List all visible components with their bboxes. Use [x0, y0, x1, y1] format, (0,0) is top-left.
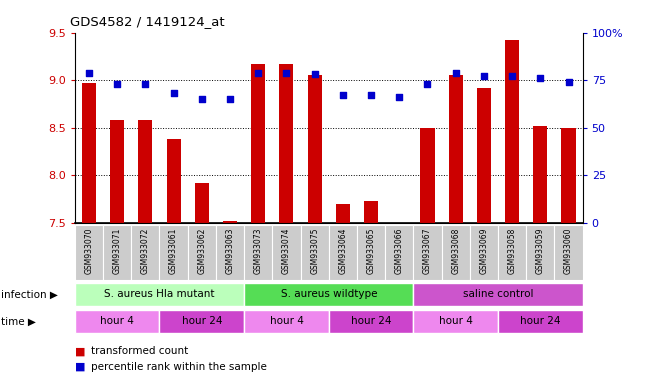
Point — [281, 70, 292, 76]
Point — [507, 73, 518, 79]
Bar — [413, 310, 498, 333]
Bar — [103, 225, 132, 280]
Bar — [75, 225, 103, 280]
Point — [338, 92, 348, 98]
Text: hour 4: hour 4 — [270, 316, 303, 326]
Text: GSM933067: GSM933067 — [423, 227, 432, 274]
Bar — [223, 221, 237, 223]
Bar — [449, 75, 463, 223]
Text: S. aureus wildtype: S. aureus wildtype — [281, 289, 377, 299]
Point — [84, 70, 94, 76]
Bar — [413, 225, 441, 280]
Text: infection ▶: infection ▶ — [1, 290, 58, 300]
Text: hour 24: hour 24 — [182, 316, 222, 326]
Bar — [307, 75, 322, 223]
Point — [535, 75, 546, 81]
Text: GSM933062: GSM933062 — [197, 227, 206, 274]
Bar — [561, 128, 575, 223]
Bar — [159, 310, 244, 333]
Point — [112, 81, 122, 87]
Text: GSM933064: GSM933064 — [339, 227, 348, 274]
Point — [422, 81, 433, 87]
Bar — [329, 225, 357, 280]
Bar — [132, 225, 159, 280]
Text: GSM933075: GSM933075 — [310, 227, 319, 274]
Bar — [421, 128, 435, 223]
Text: percentile rank within the sample: percentile rank within the sample — [91, 362, 267, 372]
Bar — [364, 201, 378, 223]
Bar — [357, 225, 385, 280]
Bar — [555, 225, 583, 280]
Bar — [75, 283, 244, 306]
Bar — [82, 83, 96, 223]
Text: GSM933070: GSM933070 — [85, 227, 94, 274]
Text: GSM933073: GSM933073 — [254, 227, 263, 274]
Text: transformed count: transformed count — [91, 346, 188, 356]
Point — [253, 70, 264, 76]
Text: GSM933061: GSM933061 — [169, 227, 178, 274]
Text: GDS4582 / 1419124_at: GDS4582 / 1419124_at — [70, 15, 225, 28]
Point — [366, 92, 376, 98]
Bar — [470, 225, 498, 280]
Point — [309, 71, 320, 78]
Bar — [167, 139, 181, 223]
Bar — [477, 88, 491, 223]
Point — [450, 70, 461, 76]
Text: GSM933065: GSM933065 — [367, 227, 376, 274]
Bar — [159, 225, 187, 280]
Point — [563, 79, 574, 85]
Bar — [139, 120, 152, 223]
Text: GSM933068: GSM933068 — [451, 227, 460, 274]
Text: S. aureus Hla mutant: S. aureus Hla mutant — [104, 289, 215, 299]
Point — [140, 81, 150, 87]
Text: GSM933074: GSM933074 — [282, 227, 291, 274]
Bar — [75, 310, 159, 333]
Bar — [441, 225, 470, 280]
Text: time ▶: time ▶ — [1, 316, 36, 327]
Bar — [110, 120, 124, 223]
Text: GSM933058: GSM933058 — [508, 227, 517, 274]
Bar — [413, 283, 583, 306]
Text: hour 24: hour 24 — [520, 316, 561, 326]
Bar — [385, 225, 413, 280]
Bar — [498, 225, 526, 280]
Bar — [244, 225, 272, 280]
Bar — [244, 310, 329, 333]
Text: GSM933059: GSM933059 — [536, 227, 545, 274]
Bar — [279, 64, 294, 223]
Point — [197, 96, 207, 102]
Bar — [329, 310, 413, 333]
Text: GSM933060: GSM933060 — [564, 227, 573, 274]
Text: ■: ■ — [75, 346, 85, 356]
Text: hour 4: hour 4 — [100, 316, 134, 326]
Text: GSM933072: GSM933072 — [141, 227, 150, 274]
Bar — [533, 126, 547, 223]
Bar — [195, 183, 209, 223]
Text: saline control: saline control — [463, 289, 533, 299]
Text: hour 24: hour 24 — [351, 316, 391, 326]
Point — [394, 94, 404, 100]
Point — [225, 96, 235, 102]
Bar — [336, 204, 350, 223]
Text: GSM933069: GSM933069 — [479, 227, 488, 274]
Bar — [301, 225, 329, 280]
Bar — [244, 283, 413, 306]
Bar — [187, 225, 216, 280]
Bar — [251, 64, 266, 223]
Text: hour 4: hour 4 — [439, 316, 473, 326]
Text: ■: ■ — [75, 362, 85, 372]
Point — [169, 90, 179, 96]
Text: GSM933063: GSM933063 — [225, 227, 234, 274]
Bar — [526, 225, 555, 280]
Bar — [216, 225, 244, 280]
Text: GSM933066: GSM933066 — [395, 227, 404, 274]
Text: GSM933071: GSM933071 — [113, 227, 122, 274]
Bar — [505, 40, 519, 223]
Bar — [498, 310, 583, 333]
Bar — [272, 225, 301, 280]
Point — [478, 73, 489, 79]
